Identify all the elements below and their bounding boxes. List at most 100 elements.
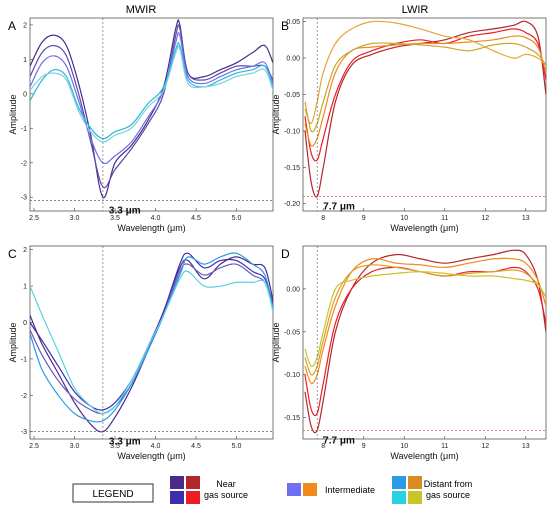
- series-line: [304, 264, 546, 376]
- panel-letter: A: [8, 19, 16, 33]
- legend-swatch: [408, 491, 422, 504]
- column-title-lwir: LWIR: [402, 4, 429, 16]
- x-tick-label: 10: [400, 215, 408, 222]
- y-tick-label: -2: [21, 160, 27, 167]
- legend-swatch: [392, 476, 406, 489]
- series-line: [30, 270, 273, 415]
- x-tick-label: 5.0: [232, 215, 242, 222]
- y-axis-label: Amplitude: [271, 322, 281, 362]
- panel-D: D 8 9 10 11 12 13 -0.15 -0.10 -0.05 0.00 Wavelength…: [271, 245, 547, 461]
- legend-groups: Near gas source Intermediate Distant from ga…: [170, 476, 472, 504]
- series-line: [30, 24, 273, 189]
- series-line: [30, 45, 273, 143]
- x-tick-label: 4.0: [151, 215, 161, 222]
- series-line: [30, 19, 273, 198]
- series-line: [304, 35, 546, 147]
- series-line: [304, 257, 546, 385]
- plot-frame: [302, 17, 547, 212]
- x-tick-label: 11: [441, 215, 448, 222]
- y-tick-label: 2: [23, 247, 27, 254]
- legend-group: Near gas source: [170, 476, 248, 504]
- y-tick-label: 1: [23, 284, 27, 291]
- panel-B: B 8 9 10 11 12 13 -0.20 -0.15 -0.10 -0.05 0.00 0.05 W…: [271, 17, 547, 233]
- y-tick-label: 1: [23, 57, 27, 64]
- y-tick-label: -1: [21, 126, 27, 133]
- y-tick-label: 0: [23, 320, 27, 327]
- y-tick-label: -3: [21, 429, 27, 436]
- y-tick-label: -0.05: [284, 92, 300, 99]
- x-tick-label: 4.5: [191, 215, 201, 222]
- legend-group: Intermediate: [287, 483, 375, 496]
- x-tick-label: 3.0: [70, 215, 80, 222]
- x-tick-label: 8: [321, 443, 325, 450]
- x-tick-label: 3.5: [110, 215, 120, 222]
- series-group: [30, 252, 273, 433]
- x-axis-label: Wavelength (μm): [390, 223, 458, 233]
- y-tick-label: -1: [21, 356, 27, 363]
- series-line: [304, 42, 546, 133]
- series-line: [304, 20, 546, 198]
- series-line: [304, 271, 546, 367]
- y-tick-label: 0.05: [286, 19, 300, 26]
- column-title-mwir: MWIR: [126, 4, 157, 16]
- plot-frame: [302, 245, 547, 440]
- annotation-label: 3.3 μm: [109, 206, 141, 217]
- series-line: [30, 41, 273, 140]
- y-tick-label: -0.15: [284, 415, 300, 422]
- series-line: [30, 252, 273, 423]
- legend-label: Intermediate: [325, 485, 375, 495]
- x-tick-label: 3.5: [110, 443, 120, 450]
- legend-title-box: [72, 483, 154, 503]
- x-tick-label: 2.5: [29, 443, 39, 450]
- annotation-label: 7.7 μm: [323, 201, 355, 212]
- x-tick-label: 13: [522, 215, 530, 222]
- series-group: [30, 19, 273, 198]
- y-tick-label: -0.10: [284, 128, 300, 135]
- series-line: [304, 20, 546, 125]
- x-axis-label: Wavelength (μm): [390, 451, 458, 461]
- legend-swatch: [170, 491, 184, 504]
- series-line: [304, 266, 546, 417]
- y-tick-label: 0.00: [286, 56, 300, 63]
- x-tick-label: 3.0: [70, 443, 80, 450]
- x-tick-label: 5.0: [232, 443, 242, 450]
- y-tick-label: -0.05: [284, 329, 300, 336]
- series-line: [30, 252, 273, 411]
- legend-label: Distant from gas source: [424, 479, 473, 500]
- legend-swatch: [408, 476, 422, 489]
- legend-label: Near gas source: [204, 479, 248, 500]
- legend-group: Distant from gas source: [392, 476, 472, 504]
- annotation-label: 7.7 μm: [323, 435, 355, 446]
- legend-swatch: [186, 491, 200, 504]
- annotation-label: 3.3 μm: [109, 437, 141, 448]
- x-axis-label: Wavelength (μm): [117, 223, 185, 233]
- x-axis-label: Wavelength (μm): [117, 451, 185, 461]
- y-axis-label: Amplitude: [8, 322, 18, 362]
- panel-letter: C: [8, 247, 17, 261]
- y-tick-label: -0.10: [284, 372, 300, 379]
- legend-swatch: [287, 483, 301, 496]
- y-tick-label: -2: [21, 393, 27, 400]
- y-tick-label: -3: [21, 195, 27, 202]
- panel-A: A 2.5 3.0 3.5 4.0 4.5 5.0 -3 -2 -1 0 1 2 Wavelength (…: [8, 17, 274, 233]
- x-tick-label: 11: [441, 443, 448, 450]
- legend-swatch: [186, 476, 200, 489]
- x-tick-label: 10: [400, 443, 408, 450]
- x-tick-label: 8: [321, 215, 325, 222]
- legend-swatch: [170, 476, 184, 489]
- series-line: [30, 31, 273, 165]
- x-tick-label: 12: [481, 443, 489, 450]
- series-group: [304, 20, 546, 198]
- x-tick-label: 12: [481, 215, 489, 222]
- y-tick-label: 0: [23, 91, 27, 98]
- legend: LEGEND Near gas source Intermediate Distant…: [72, 476, 472, 504]
- x-tick-label: 4.0: [151, 443, 161, 450]
- legend-swatch: [303, 483, 317, 496]
- plot-frame: [29, 245, 274, 440]
- y-tick-label: 0.00: [286, 286, 300, 293]
- panel-letter: D: [281, 247, 290, 261]
- x-tick-label: 4.5: [191, 443, 201, 450]
